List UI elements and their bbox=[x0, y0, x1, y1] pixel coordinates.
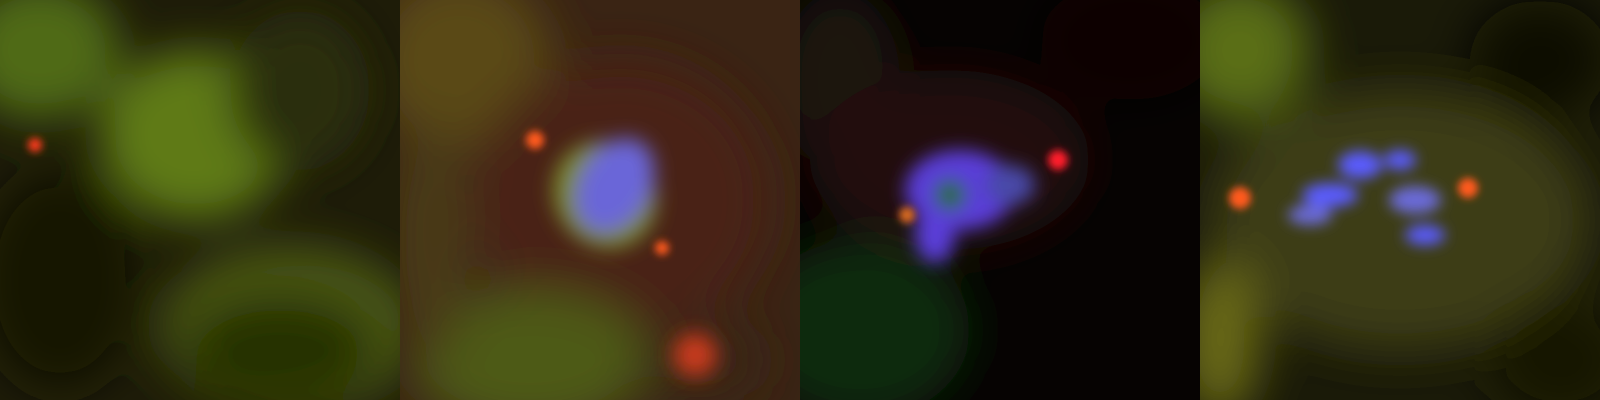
spindle-pole-dot bbox=[526, 131, 544, 149]
spindle-pole-dot bbox=[655, 241, 669, 255]
micrograph-panel-1 bbox=[0, 0, 400, 400]
spindle-pole-dot bbox=[1229, 187, 1251, 209]
dna-cluster bbox=[1338, 151, 1382, 179]
micrograph-panel-2 bbox=[400, 0, 800, 400]
panel-4-image bbox=[1200, 0, 1600, 400]
dna-cluster bbox=[1384, 150, 1416, 170]
micrograph-panel-4 bbox=[1200, 0, 1600, 400]
panel-1-image bbox=[0, 0, 400, 400]
dna-cluster bbox=[575, 138, 655, 232]
spindle-pole-dot bbox=[1458, 178, 1478, 198]
micrograph-panel-3 bbox=[800, 0, 1200, 400]
spindle-pole-dot bbox=[28, 138, 42, 152]
spindle-pole-dot bbox=[1048, 150, 1068, 170]
panel-3-image bbox=[800, 0, 1200, 400]
spindle-pole-dot bbox=[899, 207, 915, 223]
panel-2-image bbox=[400, 0, 800, 400]
